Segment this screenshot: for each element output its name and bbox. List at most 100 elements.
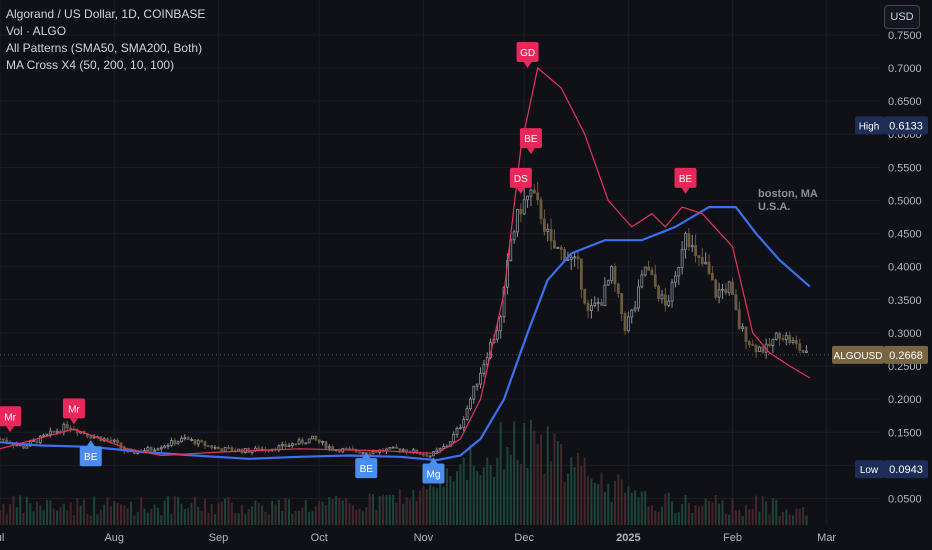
candle-body xyxy=(206,445,210,448)
candle-body xyxy=(768,343,771,346)
pattern-label-pointer xyxy=(429,457,438,464)
x-tick-label: Nov xyxy=(414,532,434,544)
symbol-title[interactable]: Algorand / US Dollar, 1D, COINBASE xyxy=(6,7,206,21)
candle-body xyxy=(596,302,600,305)
volume-bar xyxy=(718,503,721,525)
candle-body xyxy=(613,266,617,285)
volume-bar xyxy=(408,499,411,525)
volume-bar xyxy=(654,510,657,525)
candle-body xyxy=(499,316,503,332)
volume-bar xyxy=(503,469,506,525)
volume-bar xyxy=(439,467,442,525)
volume-bar xyxy=(744,505,747,525)
candle-body xyxy=(421,453,425,456)
volume-bar xyxy=(109,506,112,525)
volume-bar xyxy=(459,464,462,525)
volume-bar xyxy=(526,467,529,525)
candle-body xyxy=(163,445,167,449)
candle-body xyxy=(458,427,462,430)
volume-bar xyxy=(240,504,243,525)
candle-body xyxy=(549,228,553,242)
volume-bar xyxy=(593,483,596,525)
y-tick-label: 0.7000 xyxy=(888,63,922,75)
volume-bar xyxy=(627,486,630,525)
pattern-label-text: Mr xyxy=(4,412,16,423)
indicator-patterns[interactable]: All Patterns (SMA50, SMA200, Both) xyxy=(6,41,203,55)
volume-bar xyxy=(22,512,25,525)
candle-body xyxy=(415,449,419,454)
volume-bar xyxy=(49,500,52,525)
candle-body xyxy=(694,245,697,256)
volume-bar xyxy=(163,500,166,525)
sma-slow-line xyxy=(0,206,811,462)
time-axis[interactable]: ul Aug Sep Oct Nov Dec 2025 Feb Mar xyxy=(0,532,836,544)
volume-bar xyxy=(180,503,183,525)
volume-bar xyxy=(277,499,280,525)
candle-body xyxy=(217,447,220,450)
candle-body xyxy=(284,444,288,447)
indicator-ma-cross[interactable]: MA Cross X4 (50, 200, 10, 100) xyxy=(6,58,175,72)
candle-body xyxy=(156,448,160,451)
volume-bar xyxy=(170,514,173,525)
volume-bar xyxy=(681,503,684,525)
candle-body xyxy=(576,256,580,260)
volume-bar xyxy=(146,512,149,525)
candle-body xyxy=(677,266,681,277)
candle-body xyxy=(721,288,724,291)
volume-bar xyxy=(607,483,610,525)
candle-body xyxy=(710,273,714,281)
volume-bar xyxy=(452,481,455,525)
pattern-label-box xyxy=(62,398,85,419)
currency-button[interactable]: USD xyxy=(884,5,920,29)
volume-bar xyxy=(425,488,428,525)
candle-body xyxy=(479,372,482,385)
candle-body xyxy=(650,269,654,276)
volume-bar xyxy=(32,511,35,525)
volume-bar xyxy=(587,476,590,525)
volume-bar xyxy=(328,496,331,525)
volume-bar xyxy=(308,512,311,525)
volume-bar xyxy=(368,493,371,525)
candle-body xyxy=(173,440,177,445)
candle-body xyxy=(452,433,456,443)
symbol-tag xyxy=(832,345,884,364)
volume-bar xyxy=(318,500,321,525)
volume-bar xyxy=(62,503,65,525)
volume-bar xyxy=(59,506,62,525)
volume-bar xyxy=(533,430,536,525)
candle-body xyxy=(65,423,69,429)
candle-body xyxy=(210,445,214,449)
candle-body xyxy=(788,335,792,344)
volume-bar xyxy=(126,508,129,525)
candle-body xyxy=(159,447,163,450)
candle-body xyxy=(556,247,560,249)
pattern-label-box xyxy=(519,128,542,149)
x-tick-label: Sep xyxy=(209,532,229,544)
volume-bar xyxy=(429,485,432,525)
volume-bar xyxy=(583,457,586,525)
volume-bar xyxy=(412,490,415,525)
indicator-volume[interactable]: Vol · ALGO xyxy=(6,24,67,38)
price-axis[interactable]: 0.75000.70000.65000.60000.55000.50000.45… xyxy=(888,30,922,506)
candle-body xyxy=(643,266,647,276)
candle-body xyxy=(707,261,711,274)
pattern-label-pointer xyxy=(526,148,535,155)
candle-body xyxy=(42,434,46,437)
volume-bar xyxy=(274,504,277,525)
candle-body xyxy=(169,440,173,446)
candle-body xyxy=(35,440,39,444)
volume-bar xyxy=(576,452,579,525)
candle-body xyxy=(371,451,375,455)
candle-body xyxy=(603,284,607,306)
volume-bar xyxy=(388,494,391,525)
volume-bar xyxy=(506,447,509,525)
volume-bar xyxy=(563,481,566,525)
volume-bar xyxy=(227,496,230,525)
volume-bar xyxy=(620,479,623,525)
volume-bar xyxy=(140,496,143,525)
volume-bar xyxy=(298,510,301,525)
candle-body xyxy=(640,274,644,288)
volume-bar xyxy=(247,509,250,525)
candle-body xyxy=(687,233,691,248)
